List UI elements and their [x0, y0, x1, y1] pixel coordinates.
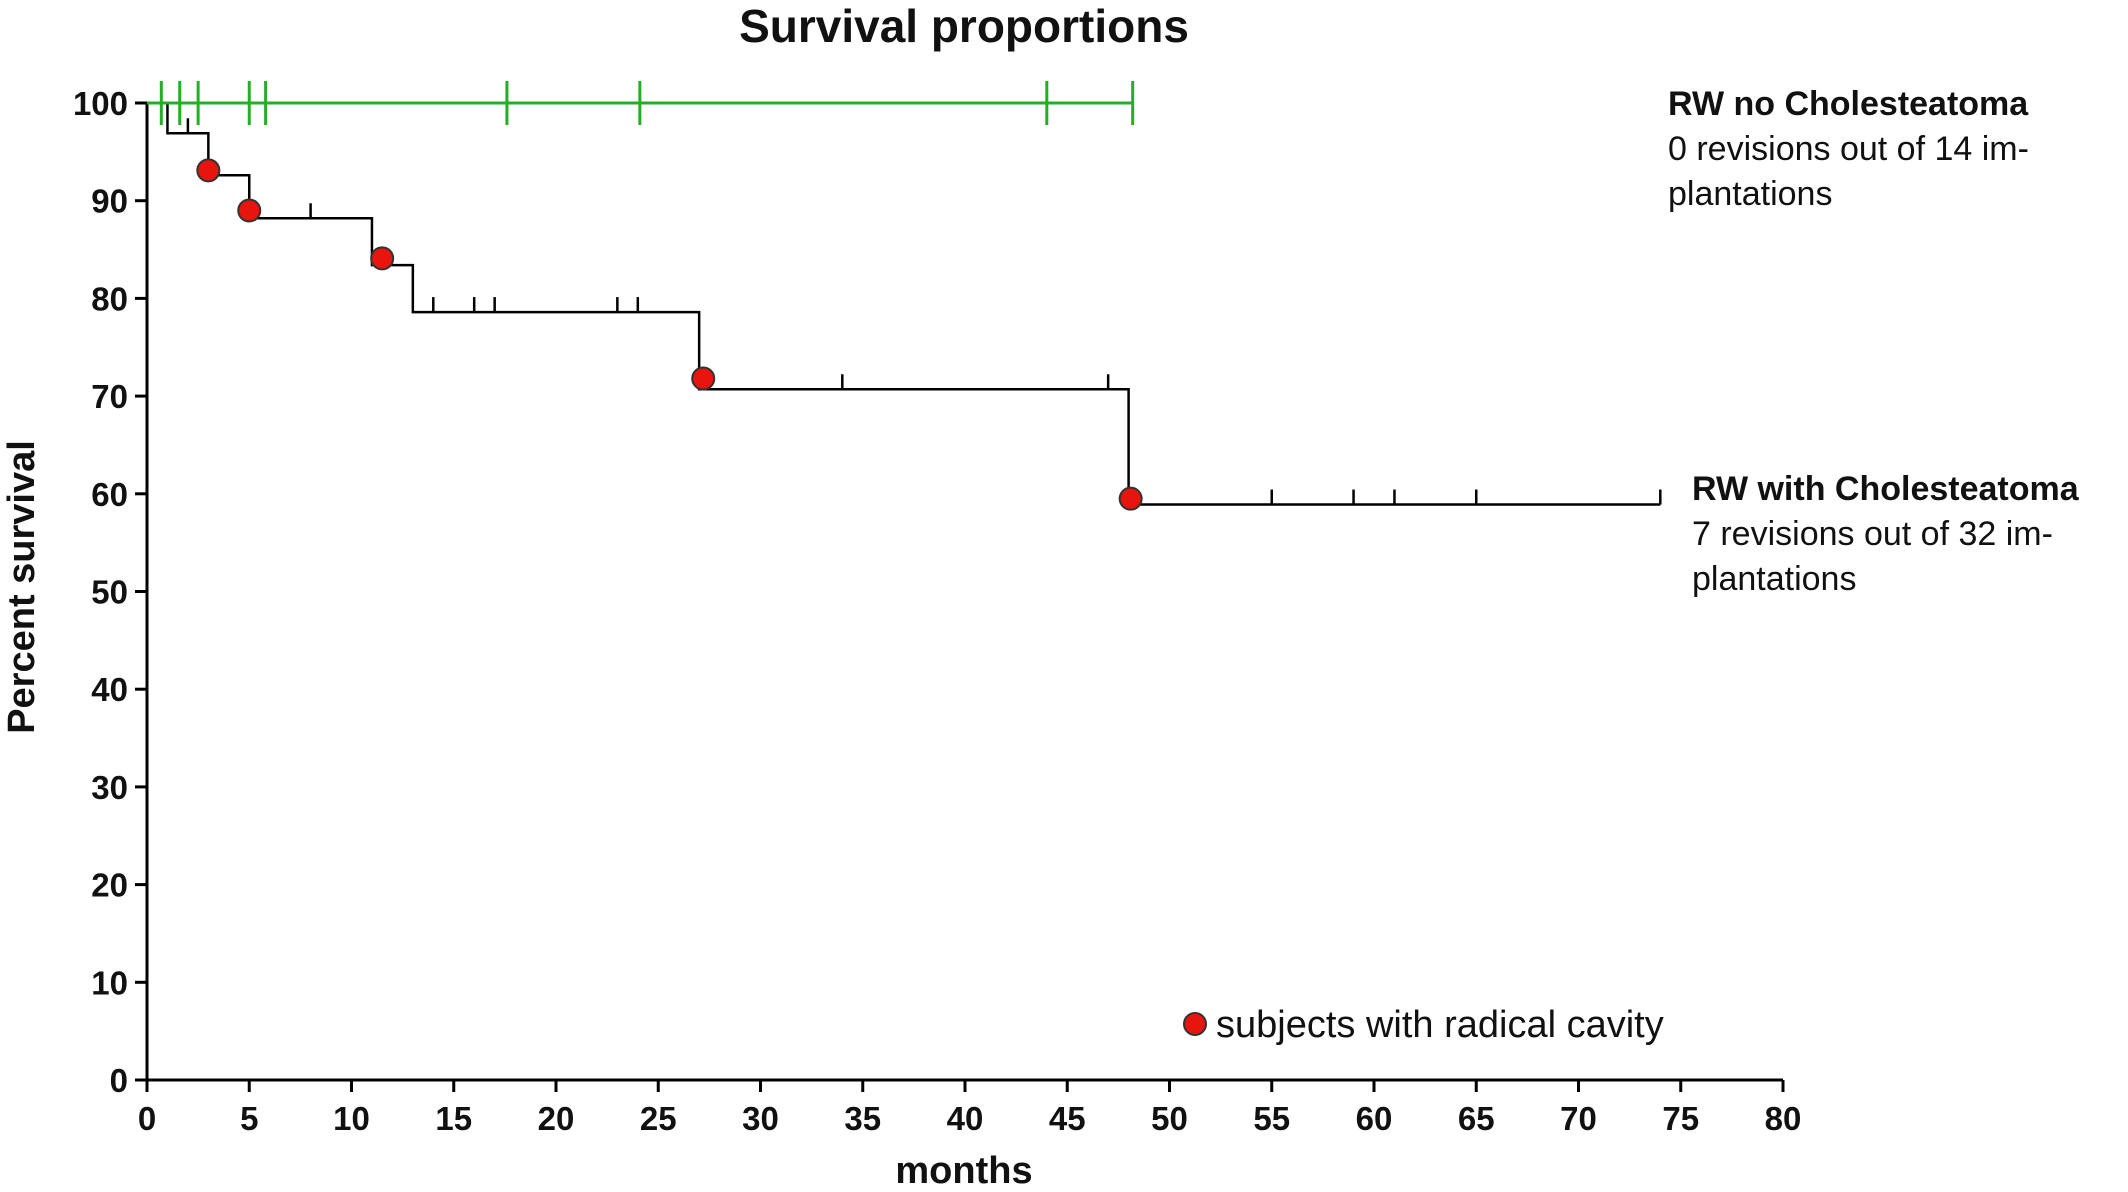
legend-marker-icon: [1183, 1012, 1207, 1036]
x-axis-label: months: [895, 1150, 1032, 1192]
y-tick-label: 80: [91, 280, 128, 317]
series-layer: [147, 81, 1662, 506]
x-tick-label: 30: [742, 1100, 779, 1137]
series-note-no-cholesteatoma-line1: 0 revisions out of 14 im-: [1668, 130, 2029, 168]
series-note-with-cholesteatoma-line2: plantations: [1692, 560, 1856, 598]
legend: subjects with radical cavity: [1183, 1004, 1664, 1046]
x-tick-label: 70: [1560, 1100, 1597, 1137]
y-tick-label: 30: [91, 769, 128, 806]
chart-title: Survival proportions: [739, 0, 1189, 52]
radical-cavity-point: [691, 366, 716, 391]
radical-cavity-point: [370, 246, 395, 271]
x-tick-label: 80: [1765, 1100, 1802, 1137]
y-tick-label: 50: [91, 574, 128, 611]
series-note-no-cholesteatoma-line2: plantations: [1668, 175, 1832, 213]
x-tick-label: 20: [538, 1100, 575, 1137]
series-rw-with-cholesteatoma: [147, 101, 1662, 506]
series-rw-no-cholesteatoma: [147, 81, 1135, 125]
series-note-with-cholesteatoma-line1: 7 revisions out of 32 im-: [1692, 515, 2053, 553]
x-tick-label: 0: [138, 1100, 156, 1137]
x-tick-label: 60: [1356, 1100, 1393, 1137]
y-tick-label: 10: [91, 964, 128, 1001]
marker-layer: [196, 158, 1143, 511]
y-tick-label: 20: [91, 867, 128, 904]
series-label-no-cholesteatoma: RW no Cholesteatoma: [1668, 85, 2029, 123]
y-tick-label: 60: [91, 476, 128, 513]
y-tick-label: 40: [91, 671, 128, 708]
radical-cavity-point: [1118, 486, 1143, 511]
x-tick-label: 15: [435, 1100, 472, 1137]
x-tick-label: 25: [640, 1100, 677, 1137]
axes: 0 5 10 15 20 25 30 35 40 45 50 55 60 65 70 75 80 0 10 20 30 4…: [73, 85, 1801, 1137]
survival-curve: [147, 101, 1661, 506]
y-tick-label: 0: [110, 1062, 128, 1099]
y-axis-label: Percent survival: [1, 440, 43, 734]
x-tick-label: 65: [1458, 1100, 1495, 1137]
radical-cavity-point: [196, 158, 221, 183]
x-tick-label: 35: [844, 1100, 881, 1137]
x-tick-label: 55: [1253, 1100, 1290, 1137]
legend-label: subjects with radical cavity: [1216, 1004, 1664, 1046]
radical-cavity-point: [237, 198, 262, 223]
y-tick-label: 100: [73, 85, 128, 122]
x-tick-label: 50: [1151, 1100, 1188, 1137]
x-tick-label: 10: [333, 1100, 370, 1137]
x-tick-label: 45: [1049, 1100, 1086, 1137]
series-label-with-cholesteatoma: RW with Cholesteatoma: [1692, 470, 2080, 508]
x-tick-label: 40: [947, 1100, 984, 1137]
x-tick-label: 5: [240, 1100, 258, 1137]
y-tick-label: 90: [91, 183, 128, 220]
y-tick-label: 70: [91, 378, 128, 415]
x-tick-label: 75: [1662, 1100, 1699, 1137]
